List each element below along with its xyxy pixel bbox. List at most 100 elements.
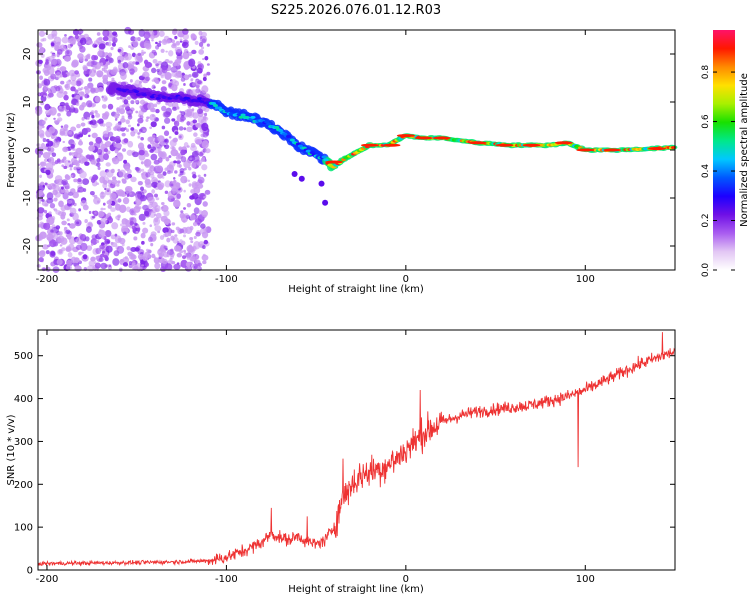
spectrogram-noise-dot — [147, 169, 153, 174]
spectrogram-noise-dot — [74, 89, 79, 94]
spectrogram-noise-dot — [83, 86, 89, 90]
spectrogram-noise-dot — [69, 164, 74, 168]
spectrogram-noise-dot — [172, 106, 178, 111]
spectrogram-noise-dot — [130, 41, 134, 45]
spectrogram-noise-dot — [88, 134, 91, 138]
spectrogram-noise-dot — [137, 52, 141, 56]
spectrogram-noise-dot — [50, 85, 58, 94]
spectrogram-y-axis: -20 -10 0 10 20 — [22, 48, 675, 254]
spectrogram-noise-dot — [187, 266, 192, 270]
spectrogram-noise-dot — [38, 250, 46, 258]
spectrogram-noise-dot — [191, 182, 199, 190]
spectrogram-noise-dot — [70, 86, 76, 92]
spectrogram-noise-dot — [106, 126, 112, 132]
spectrogram-noise-dot — [180, 77, 186, 82]
spectrogram-noise-dot — [39, 231, 47, 239]
spectrogram-noise-dot — [151, 134, 156, 139]
spectrogram-noise-dot — [94, 110, 98, 114]
spectrogram-noise-dot — [110, 46, 114, 51]
spectrogram-noise-dot — [110, 69, 118, 75]
spectrogram-noise-dot — [174, 58, 181, 67]
spectrogram-noise-dot — [166, 237, 171, 243]
spectrogram-noise-dot — [174, 170, 178, 174]
spectrogram-noise-dot — [147, 102, 155, 111]
spectrogram-noise-dot — [161, 125, 166, 130]
spectrogram-noise-dot — [69, 207, 77, 215]
spectrogram-noise-dot — [178, 147, 182, 151]
spectrogram-noise-dot — [64, 49, 73, 57]
spectrogram-noise-dot — [94, 211, 97, 215]
snr-y-label: SNR (10 * v/v) — [6, 414, 17, 485]
spectrogram-noise-dot — [80, 122, 86, 127]
spectrogram-noise-dot — [43, 158, 49, 163]
spectrogram-noise-dot — [117, 59, 121, 64]
spectrogram-noise-dot — [104, 229, 112, 238]
spectrogram-noise-dot — [195, 138, 203, 145]
spectrogram-noise-dot — [117, 237, 122, 243]
spectrogram-noise-dot — [183, 49, 189, 54]
spectrogram-noise-dot — [37, 129, 45, 137]
spectrogram-noise-dot — [89, 191, 95, 196]
spectrogram-noise-dot — [164, 180, 171, 188]
spectrogram-noise-dot — [171, 222, 176, 226]
spectrogram-noise-dot — [90, 177, 96, 183]
spectrogram-noise-dot — [66, 218, 70, 222]
spectrogram-noise-dot — [68, 243, 75, 251]
spectrogram-noise-dot — [192, 174, 197, 179]
spectrogram-noise-dot — [132, 61, 136, 65]
spectrogram-noise-dot — [157, 135, 165, 143]
spectrogram-noise-dot — [59, 101, 66, 107]
spectrogram-noise-dot — [192, 221, 198, 227]
y-tick-label: 300 — [14, 437, 33, 448]
spectrogram-noise-dot — [191, 162, 197, 169]
spectrogram-noise-dot — [171, 84, 178, 92]
spectrogram-noise-dot — [147, 196, 155, 204]
spectrogram-noise-dot — [94, 262, 101, 269]
spectrogram-noise-dot — [59, 66, 67, 72]
spectrogram-noise-dot — [51, 215, 56, 221]
spectrogram-noise-dot — [183, 83, 186, 86]
spectrogram-noise-dot — [55, 85, 61, 92]
spectrogram-noise-dot — [154, 204, 161, 213]
spectrogram-noise-dot — [102, 29, 110, 37]
spectrogram-noise-dot — [80, 251, 84, 254]
x-tick-label: 100 — [576, 274, 595, 285]
spectrogram-noise-dot — [168, 60, 173, 64]
spectrogram-noise-dot — [135, 110, 139, 114]
spectrogram-noise-dot — [98, 229, 106, 238]
ridge-hot-core — [576, 148, 595, 152]
ridge-blob — [289, 138, 296, 142]
spectrogram-noise-dot — [122, 262, 129, 267]
spectrogram-noise-dot — [49, 147, 55, 153]
spectrogram-noise-dot — [173, 263, 181, 270]
spectrogram-noise-dot — [111, 222, 119, 230]
ridge-blob — [224, 109, 230, 113]
spectrogram-noise-dot — [107, 179, 112, 184]
spectrogram-noise-dot — [180, 175, 188, 184]
spectrogram-noise-dot — [50, 42, 55, 47]
spectrogram-noise-dot — [129, 192, 132, 195]
spectrogram-noise-dot — [79, 242, 88, 252]
spectrogram-noise-dot — [123, 159, 128, 164]
spectrogram-noise-dot — [150, 242, 154, 247]
spectrogram-noise-dot — [49, 202, 56, 209]
spectrogram-noise-dot — [193, 241, 201, 250]
spectrogram-noise-dot — [46, 197, 54, 204]
spectrogram-noise-dot — [155, 165, 163, 173]
spectrogram-noise-dot — [137, 117, 144, 124]
spectrogram-noise-dot — [76, 221, 80, 225]
spectrogram-noise-dot — [70, 143, 76, 149]
spectrogram-noise-dot — [155, 63, 159, 67]
spectrogram-noise-dot — [94, 175, 99, 180]
spectrogram-x-axis: -200 -100 0 100 — [36, 30, 595, 285]
spectrogram-noise-dot — [88, 260, 95, 267]
spectrogram-noise-dot — [179, 167, 185, 174]
spectrogram-noise-dot — [48, 110, 53, 115]
spectrogram-noise-dot — [60, 80, 65, 85]
spectrogram-noise-dot — [72, 148, 76, 151]
spectrogram-noise-dot — [150, 153, 158, 161]
spectrogram-noise-dot — [77, 87, 81, 91]
spectrogram-noise-dot — [188, 51, 193, 57]
spectrogram-noise-dot — [116, 189, 125, 197]
spectrogram-noise-dot — [96, 148, 103, 156]
